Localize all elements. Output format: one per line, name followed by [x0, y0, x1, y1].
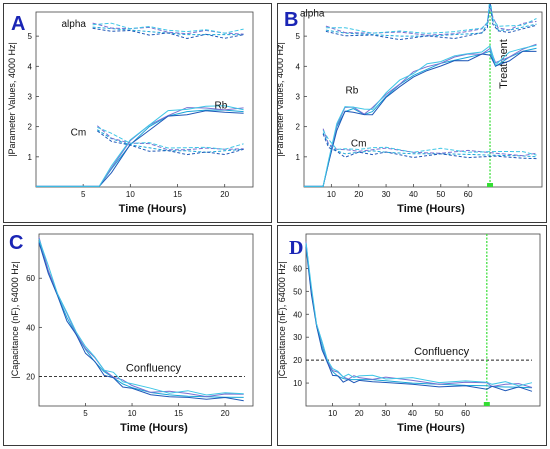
panel-c: 5 10 15 20 20 40 60 Time (Hours) |Capacitance (n… — [3, 225, 272, 446]
series-line-alpha — [325, 4, 537, 37]
y-axis-label: |Capacitance (nF), 64000 Hz| — [278, 261, 287, 378]
x-tick-label: 15 — [174, 409, 183, 418]
x-tick-label: 10 — [327, 190, 336, 199]
series-line-alpha — [325, 4, 537, 36]
x-axis-label: Time (Hours) — [397, 422, 465, 434]
y-tick-label: 3 — [296, 92, 301, 101]
treatment-marker — [487, 183, 494, 187]
x-tick-label: 15 — [173, 190, 182, 199]
y-tick-label: 40 — [26, 323, 35, 332]
panel-letter-a: A — [11, 13, 26, 35]
series-line-capacitance — [38, 242, 244, 402]
y-tick-label: 4 — [28, 62, 33, 71]
series-line-rb — [304, 44, 537, 187]
y-tick-label: 50 — [293, 287, 302, 296]
x-tick-label: 5 — [81, 190, 86, 199]
x-tick-label: 20 — [221, 409, 230, 418]
y-tick-label: 20 — [26, 373, 35, 382]
series-label-rb: Rb — [215, 101, 228, 112]
x-tick-label: 10 — [328, 409, 337, 418]
y-tick-label: 20 — [293, 356, 302, 365]
x-tick-label: 10 — [128, 409, 137, 418]
series-line-cm — [97, 129, 244, 153]
y-tick-label: 1 — [28, 153, 33, 162]
series-line-alpha — [325, 4, 537, 41]
x-tick-label: 30 — [381, 409, 390, 418]
series-line-capacitance — [305, 246, 533, 392]
series-line-capacitance — [38, 238, 244, 396]
plot-frame — [35, 11, 254, 188]
panel-letter-d: D — [289, 237, 304, 259]
x-tick-label: 20 — [354, 190, 363, 199]
x-tick-label: 40 — [409, 190, 418, 199]
x-tick-label: 50 — [435, 409, 444, 418]
x-tick-label: 10 — [126, 190, 135, 199]
x-tick-label: 40 — [408, 409, 417, 418]
chart-b: 10 20 30 40 50 60 1 2 3 4 5 Time (Hours) |Parameter … — [278, 4, 543, 215]
series-label-alpha: alpha — [300, 9, 325, 20]
series-line-cm — [322, 132, 537, 158]
series-line-cm — [96, 125, 244, 151]
y-tick-label: 3 — [28, 92, 33, 101]
series-label-cm: Cm — [71, 128, 87, 139]
y-tick-label: 60 — [293, 264, 302, 273]
y-tick-label: 40 — [293, 310, 302, 319]
y-axis-label: |Parameter Values, 4000 Hz| — [278, 42, 285, 157]
y-tick-label: 10 — [293, 379, 302, 388]
x-axis-label: Time (Hours) — [397, 203, 465, 215]
x-tick-label: 60 — [461, 409, 470, 418]
panel-letter-b: B — [284, 9, 299, 31]
series-line-cm — [322, 133, 537, 160]
series-line-cm — [97, 126, 244, 150]
x-tick-label: 20 — [355, 409, 364, 418]
confluency-label: Confluency — [414, 346, 470, 358]
series-line-capacitance — [305, 241, 533, 388]
y-tick-label: 5 — [28, 32, 33, 41]
y-tick-label: 4 — [296, 62, 301, 71]
series-line-rb — [36, 105, 244, 187]
series-line-cm — [322, 130, 537, 156]
panel-a: 5 10 15 20 1 2 3 4 5 Time (Hours) |Parameter Value… — [3, 3, 272, 223]
treatment-label: Treatment — [498, 39, 510, 89]
series-label-rb: Rb — [345, 85, 358, 96]
y-tick-label: 60 — [26, 274, 35, 283]
plot-frame — [305, 233, 541, 407]
series-line-rb — [36, 107, 244, 187]
treatment-marker — [483, 402, 490, 406]
series-line-cm — [322, 128, 537, 157]
series-line-cm — [97, 130, 244, 156]
series-label-alpha: alpha — [62, 19, 87, 30]
chart-c: 5 10 15 20 20 40 60 Time (Hours) |Capacitance (n… — [10, 233, 254, 434]
y-tick-label: 2 — [296, 123, 301, 132]
x-tick-label: 30 — [382, 190, 391, 199]
x-tick-label: 5 — [83, 409, 88, 418]
series-label-cm: Cm — [351, 138, 367, 149]
x-axis-label: Time (Hours) — [119, 203, 187, 215]
confluency-label: Confluency — [126, 363, 182, 375]
series-line-capacitance — [305, 243, 533, 387]
y-tick-label: 5 — [296, 32, 301, 41]
series-line-alpha — [92, 27, 244, 40]
series-line-alpha — [325, 4, 537, 34]
plot-frame — [303, 11, 543, 188]
y-axis-label: |Capacitance (nF), 64000 Hz| — [10, 261, 20, 378]
chart-d: 10 20 30 40 50 60 10 20 30 40 50 60 Time (Hours) |Cap… — [278, 233, 541, 434]
chart-a: 5 10 15 20 1 2 3 4 5 Time (Hours) |Parameter Value… — [7, 11, 254, 215]
panel-letter-c: C — [9, 232, 24, 254]
y-tick-label: 2 — [28, 123, 33, 132]
panel-b: 10 20 30 40 50 60 1 2 3 4 5 Time (Hours) |Parameter … — [277, 3, 547, 223]
series-line-capacitance — [305, 245, 533, 389]
series-line-alpha — [92, 22, 244, 34]
plot-frame — [38, 233, 254, 407]
x-axis-label: Time (Hours) — [120, 422, 188, 434]
y-tick-label: 1 — [296, 153, 301, 162]
y-tick-label: 30 — [293, 333, 302, 342]
y-axis-label: |Parameter Values, 4000 Hz| — [7, 42, 17, 157]
x-tick-label: 20 — [220, 190, 229, 199]
x-tick-label: 60 — [464, 190, 473, 199]
x-tick-label: 50 — [436, 190, 445, 199]
panel-d: 10 20 30 40 50 60 10 20 30 40 50 60 Time (Hours) |Cap… — [277, 225, 547, 446]
